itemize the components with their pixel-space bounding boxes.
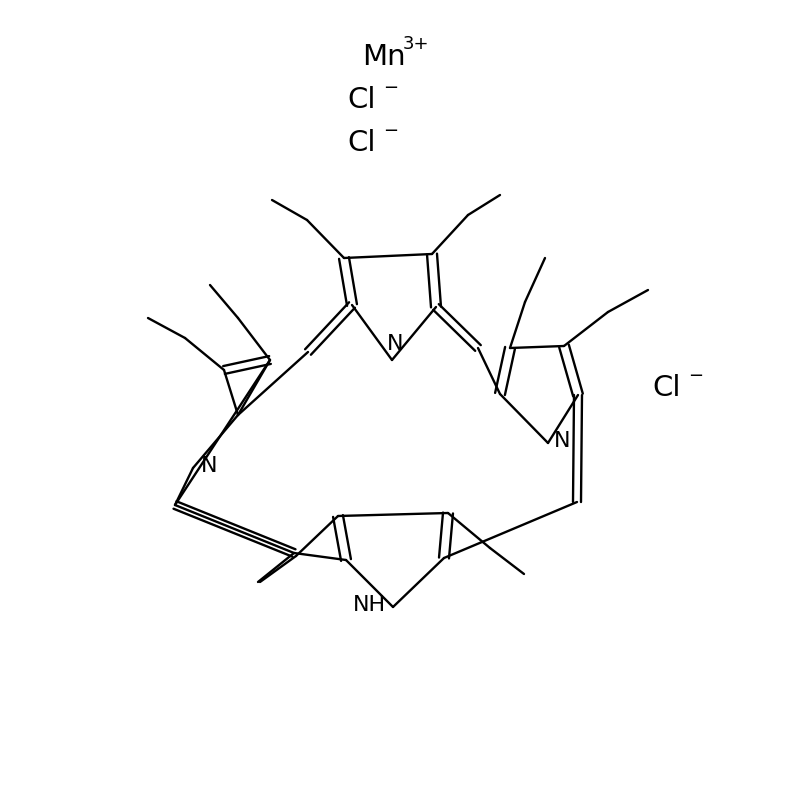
Text: −: − [383, 122, 398, 140]
Text: NH: NH [353, 595, 386, 615]
Text: Cl: Cl [347, 86, 375, 114]
Text: Mn: Mn [362, 43, 406, 71]
Text: N: N [554, 431, 570, 451]
Text: −: − [383, 79, 398, 97]
Text: N: N [201, 456, 218, 476]
Text: Cl: Cl [652, 374, 681, 402]
Text: −: − [688, 367, 703, 385]
Text: N: N [386, 334, 403, 354]
Text: Cl: Cl [347, 129, 375, 157]
Text: 3+: 3+ [403, 35, 430, 53]
